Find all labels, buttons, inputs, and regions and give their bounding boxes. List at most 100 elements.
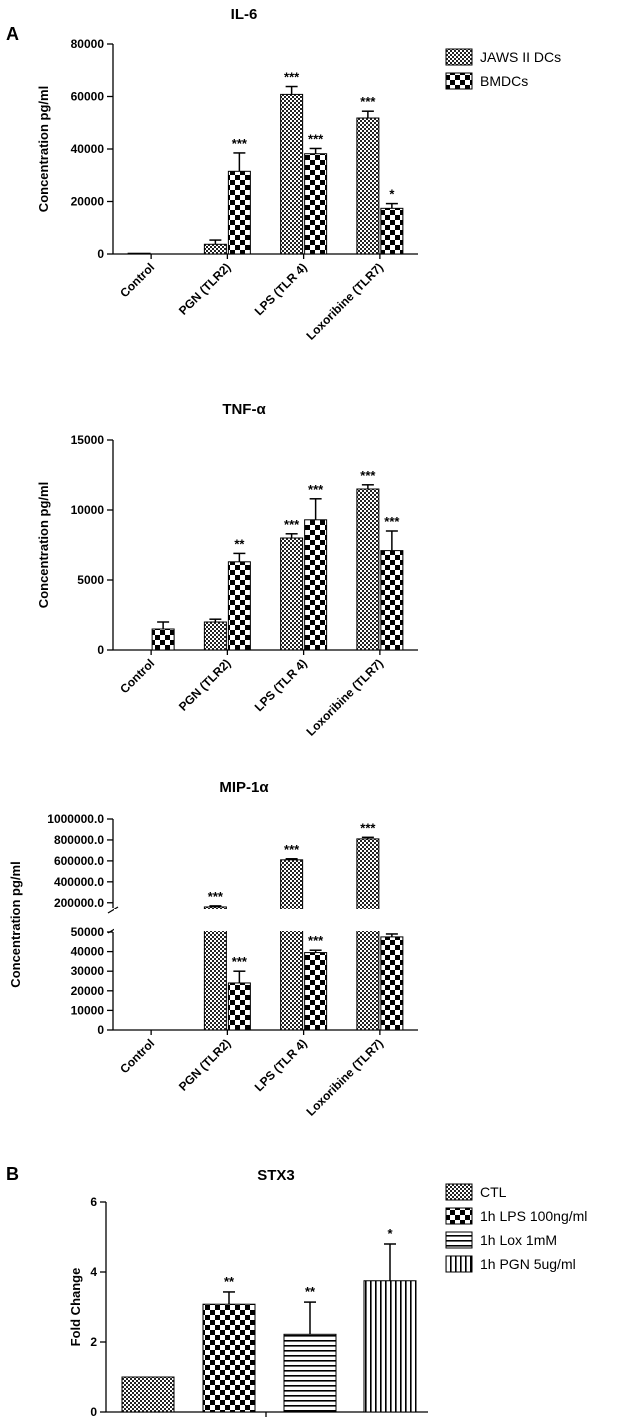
bar [280, 93, 304, 255]
significance-label: *** [308, 482, 324, 497]
bar [380, 936, 404, 1031]
significance-label: * [389, 187, 395, 202]
legend-label: 1h PGN 5ug/ml [480, 1256, 576, 1272]
x-tick-label: LPS (TLR 4) [252, 656, 310, 714]
legend-swatch [445, 48, 473, 66]
axis-break-mark [107, 906, 119, 914]
legend-label: JAWS II DCs [480, 49, 561, 65]
legend: JAWS II DCs BMDCs [445, 48, 561, 90]
bar [203, 621, 227, 651]
significance-label: ** [224, 1274, 235, 1289]
bar [363, 1280, 417, 1413]
y-axis-label: Concentration pg/ml [36, 482, 51, 608]
legend-swatch [445, 72, 473, 90]
error-bar [361, 836, 374, 839]
error-bar [209, 239, 222, 245]
significance-label: *** [308, 933, 324, 948]
bar [127, 252, 151, 255]
legend-swatch [445, 1183, 473, 1201]
x-tick-label: PGN (TLR2) [176, 260, 234, 318]
bar [151, 628, 175, 651]
error-bar [385, 202, 398, 209]
x-tick-label: PGN (TLR2) [176, 1036, 234, 1094]
error-bar [233, 552, 246, 562]
y-tick-label: 80000 [71, 37, 105, 51]
error-bar [309, 498, 322, 520]
x-tick-label: LPS (TLR 4) [252, 1036, 310, 1094]
chart-title: MIP-1α [219, 779, 269, 796]
legend-label: CTL [480, 1184, 507, 1200]
error-bar [285, 533, 298, 538]
bar [280, 859, 304, 1031]
significance-label: * [387, 1226, 393, 1241]
y-tick-label: 5000 [77, 573, 104, 587]
significance-label: *** [208, 889, 224, 904]
significance-label: *** [360, 820, 376, 835]
y-tick-label: 0 [97, 1023, 104, 1037]
legend: CTL 1h LPS 100ng/ml 1h Lox 1mM 1h PGN 5ug/m… [445, 1183, 587, 1273]
error-bar [285, 858, 298, 860]
bar [280, 537, 304, 651]
bar [202, 1303, 256, 1413]
y-tick-label: 0 [97, 247, 104, 261]
x-tick-label: PGN (TLR2) [176, 656, 234, 714]
legend-swatch [445, 1255, 473, 1273]
error-bar [385, 530, 398, 551]
error-bar [209, 618, 222, 622]
bar [283, 1333, 337, 1413]
error-bar [233, 970, 246, 983]
bar [227, 561, 251, 651]
y-tick-label: 6 [90, 1195, 97, 1209]
panel-label-b: B [6, 1164, 19, 1184]
x-tick-label: Loxoribine (TLR7) [303, 656, 385, 738]
chart-mip1-alpha: MIP-1α Concentration pg/ml 200000.0 400000.… [8, 779, 419, 1119]
significance-label: *** [360, 94, 376, 109]
bar [304, 153, 328, 255]
error-bar [209, 905, 222, 907]
legend-label: 1h Lox 1mM [480, 1232, 557, 1248]
legend-label: 1h LPS 100ng/ml [480, 1208, 587, 1224]
y-tick-label: 200000.0 [54, 896, 104, 910]
chart-title: STX3 [257, 1167, 295, 1184]
y-tick-label: 20000 [71, 984, 105, 998]
legend-swatch [445, 1207, 473, 1225]
x-tick-label: Loxoribine (TLR7) [303, 1036, 385, 1118]
y-tick-label: 40000 [71, 945, 105, 959]
y-tick-label: 30000 [71, 964, 105, 978]
y-tick-label: 2 [90, 1335, 97, 1349]
legend-label: BMDCs [480, 73, 528, 89]
significance-label: *** [360, 468, 376, 483]
error-bar [233, 152, 246, 172]
y-tick-label: 600000.0 [54, 854, 104, 868]
y-tick-label: 20000 [71, 195, 105, 209]
significance-label: *** [284, 517, 300, 532]
y-tick-label: 60000 [71, 90, 105, 104]
chart-title: TNF-α [222, 401, 266, 418]
panel-label-a: A [6, 24, 19, 44]
y-tick-label: 0 [90, 1405, 97, 1419]
error-bar [157, 621, 170, 629]
y-tick-label: 50000 [71, 925, 105, 939]
significance-label: ** [305, 1284, 316, 1299]
y-tick-label: 4 [90, 1265, 97, 1279]
y-tick-label: 400000.0 [54, 875, 104, 889]
error-bar [385, 933, 398, 937]
error-bar [384, 1243, 396, 1281]
x-tick-label: Loxoribine (TLR7) [303, 260, 385, 342]
error-bar [309, 147, 322, 154]
significance-label: *** [284, 70, 300, 85]
y-axis-label: Concentration pg/ml [8, 861, 23, 987]
bar [356, 838, 380, 1031]
y-tick-label: 800000.0 [54, 833, 104, 847]
significance-label: *** [232, 136, 248, 151]
y-tick-label: 1000000.0 [47, 812, 104, 826]
error-bar [285, 85, 298, 95]
significance-label: *** [284, 842, 300, 857]
x-tick-label: Control [117, 1036, 157, 1076]
chart-il6: IL-6 Concentration pg/ml 0 20000 40000 60000 8… [36, 6, 561, 343]
bar [121, 1376, 175, 1413]
error-bar [304, 1301, 316, 1335]
legend-swatch [445, 1231, 473, 1249]
